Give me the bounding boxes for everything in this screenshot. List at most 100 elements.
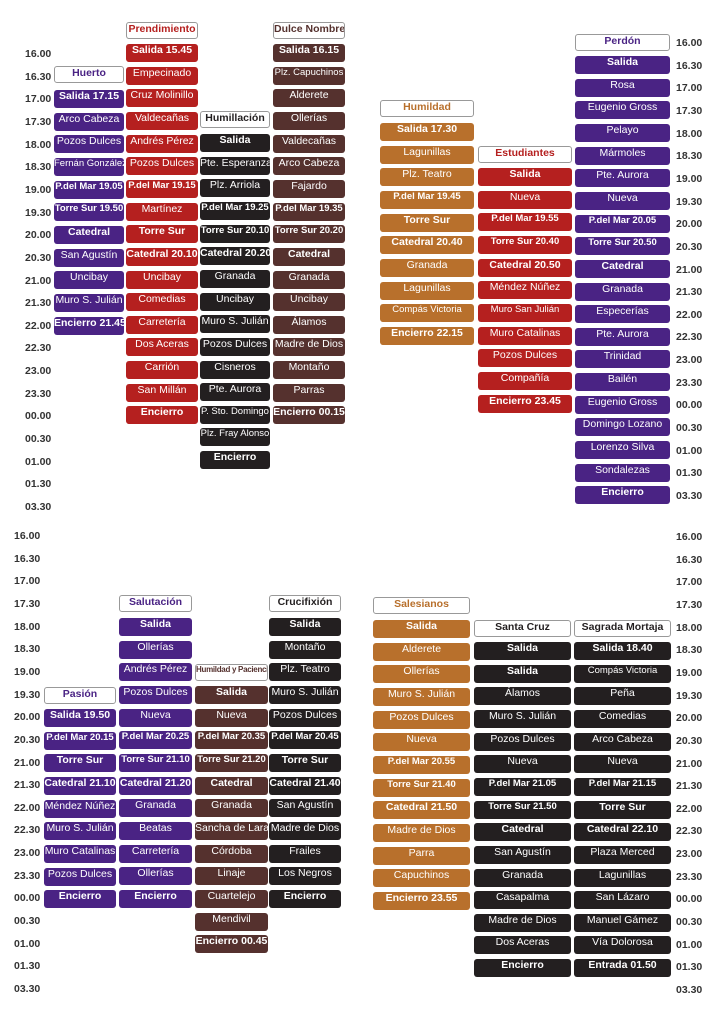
time-label: 18.00 xyxy=(676,621,703,634)
route-stop: Muro S. Julián xyxy=(269,685,341,704)
time-label: 03.30 xyxy=(676,984,703,996)
route-stop: P.del Mar 21.05 xyxy=(474,777,571,796)
route-stop: Los Negros xyxy=(269,867,341,886)
time-label: 19.00 xyxy=(676,172,703,185)
route-stop: Catedral 21.50 xyxy=(373,801,470,820)
time-label: 22.30 xyxy=(25,342,52,355)
route-stop: Compañía xyxy=(478,371,572,390)
time-label: 17.00 xyxy=(676,576,703,589)
brotherhood-title: Estudiantes xyxy=(478,146,572,163)
time-label: 18.30 xyxy=(676,644,703,657)
route-stop: Torre Sur xyxy=(380,213,474,232)
time-label: 23.00 xyxy=(676,354,703,367)
route-stop: P.del Mar 19.25 xyxy=(200,201,270,220)
route-stop: Catedral 21.20 xyxy=(119,776,192,795)
route-stop: Fajardo xyxy=(273,179,345,198)
route-stop: Catedral 20.40 xyxy=(380,236,474,255)
route-stop: Pte. Aurora xyxy=(575,169,670,188)
route-stop: Pte. Aurora xyxy=(575,327,670,346)
route-stop: Pozos Dulces xyxy=(474,732,571,751)
time-label: 18.00 xyxy=(676,127,703,140)
time-label: 00.00 xyxy=(14,892,41,905)
route-stop: Uncibay xyxy=(200,292,270,311)
route-stop: Nueva xyxy=(373,733,470,752)
time-label: 17.30 xyxy=(676,598,703,611)
route-stop: Andrés Pérez xyxy=(119,663,192,682)
route-stop: Catedral 21.10 xyxy=(44,776,116,795)
route-stop: Beatas xyxy=(119,821,192,840)
route-stop: Empecinado xyxy=(126,66,198,85)
route-stop: P.del Mar 19.45 xyxy=(380,190,474,209)
route-stop: Encierro xyxy=(200,451,270,470)
time-label: 19.30 xyxy=(676,689,703,702)
route-stop: P.del Mar 21.15 xyxy=(574,777,671,796)
time-label: 21.30 xyxy=(14,779,41,792)
route-stop: Alderete xyxy=(373,642,470,661)
route-stop: Carretería xyxy=(126,315,198,334)
time-label: 17.30 xyxy=(14,597,41,610)
route-stop: Pozos Dulces xyxy=(478,349,572,368)
route-stop: Catedral xyxy=(474,823,571,842)
brotherhood-title: Pasión xyxy=(44,687,116,704)
route-stop: Pozos Dulces xyxy=(44,867,116,886)
route-stop: Rosa xyxy=(575,78,670,97)
time-label: 22.00 xyxy=(25,319,52,332)
route-stop: Ollerías xyxy=(273,111,345,130)
route-stop: Nueva xyxy=(478,190,572,209)
time-label: 20.00 xyxy=(676,218,703,231)
route-stop: Carrión xyxy=(126,361,198,380)
time-label: 22.30 xyxy=(676,825,703,838)
route-stop: Dos Aceras xyxy=(474,936,571,955)
route-stop: Cuartelejo xyxy=(195,889,268,908)
route-stop: Álamos xyxy=(273,315,345,334)
route-stop: Córdoba xyxy=(195,844,268,863)
route-stop: Torre Sur xyxy=(44,754,116,773)
time-label: 16.00 xyxy=(676,37,703,49)
time-label: 18.30 xyxy=(14,643,41,656)
route-stop: P.del Mar 20.05 xyxy=(575,214,670,233)
time-label: 01.30 xyxy=(25,478,52,491)
route-stop: Encierro 23.55 xyxy=(373,891,470,910)
route-stop: P.del Mar 19.15 xyxy=(126,179,198,198)
time-label: 22.30 xyxy=(676,331,703,344)
time-label: 22.00 xyxy=(676,308,703,321)
route-stop: Pelayo xyxy=(575,123,670,142)
brotherhood-title: Prendimiento xyxy=(126,22,198,39)
route-stop: Granada xyxy=(273,270,345,289)
route-stop: Peña xyxy=(574,687,671,706)
route-stop: Martínez xyxy=(126,202,198,221)
time-label: 17.30 xyxy=(676,104,703,117)
time-label: 19.30 xyxy=(14,688,41,701)
route-stop: Ollerías xyxy=(119,640,192,659)
route-stop: Eugenio Gross xyxy=(575,395,670,414)
time-label: 23.30 xyxy=(676,376,703,389)
route-stop: Torre Sur xyxy=(126,225,198,244)
time-label: 21.00 xyxy=(676,757,703,770)
route-stop: Torre Sur 20.50 xyxy=(575,237,670,256)
route-stop: Lagunillas xyxy=(380,145,474,164)
route-stop: San Millán xyxy=(126,383,198,402)
time-label: 01.00 xyxy=(676,444,703,457)
brotherhood-title: Salesianos xyxy=(373,597,470,614)
time-label: 21.00 xyxy=(676,263,703,276)
time-label: 21.00 xyxy=(25,274,52,287)
route-stop: Salida 17.15 xyxy=(54,90,124,108)
route-stop: Encierro xyxy=(474,959,571,978)
brotherhood-title: Humildad xyxy=(380,100,474,117)
time-label: 01.00 xyxy=(25,455,52,468)
route-stop: San Agustín xyxy=(269,799,341,818)
time-label: 21.30 xyxy=(676,780,703,793)
route-stop: San Agustín xyxy=(474,845,571,864)
time-label: 16.00 xyxy=(14,530,41,542)
route-stop: Salida 17.30 xyxy=(380,123,474,141)
time-label: 16.30 xyxy=(14,552,41,565)
time-label: 01.00 xyxy=(676,938,703,951)
route-stop: Torre Sur xyxy=(574,800,671,819)
time-label: 19.00 xyxy=(676,666,703,679)
route-stop: Dos Aceras xyxy=(126,338,198,357)
route-stop: Salida xyxy=(200,134,270,152)
route-stop: Encierro 00.45 xyxy=(195,935,268,954)
route-stop: Encierro 21.45 xyxy=(54,316,124,335)
route-stop: Madre de Dios xyxy=(269,821,341,840)
time-label: 22.00 xyxy=(14,801,41,814)
